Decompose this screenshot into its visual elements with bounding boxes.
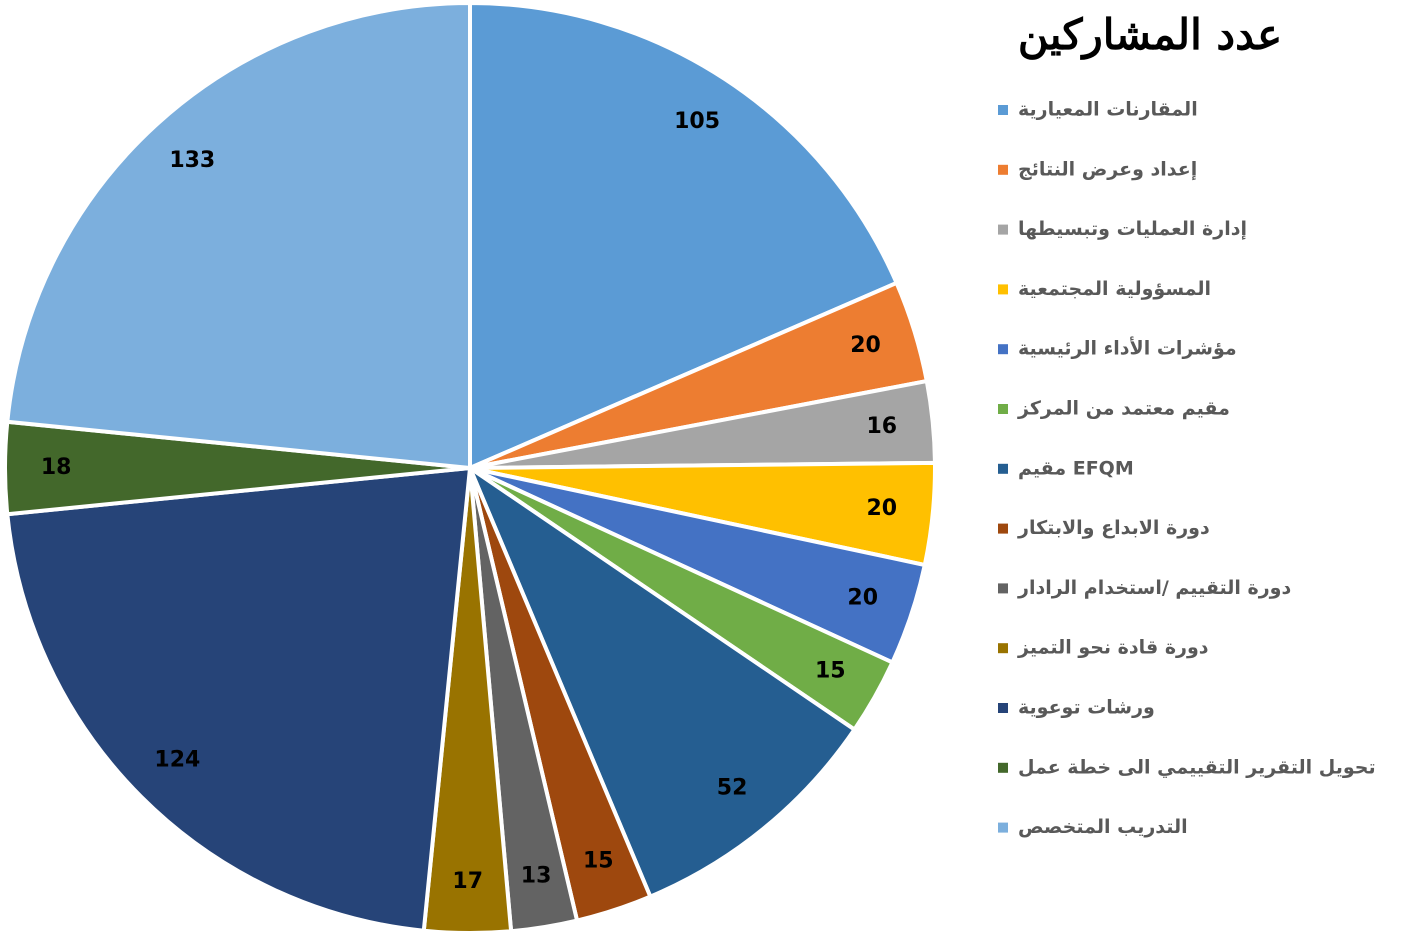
data-label: 18 (41, 455, 72, 480)
legend-label: إعداد وعرض النتائج (1018, 158, 1197, 180)
legend-swatch (998, 463, 1008, 474)
pie-slice (5, 0, 472, 471)
chart-title: عدد المشاركين (1018, 10, 1282, 60)
data-label: 13 (521, 864, 552, 889)
pie-slice (468, 0, 900, 472)
legend-swatch (998, 404, 1008, 414)
legend-label: مقيم معتمد من المركز (1017, 398, 1230, 420)
legend-swatch (998, 224, 1008, 235)
legend-label: المسؤولية المجتمعية (1018, 278, 1211, 300)
legend-label: مقيم EFQM (1018, 457, 1134, 479)
legend-label: دورة الابداع والابتكار (1017, 517, 1210, 539)
data-label: 20 (850, 333, 881, 358)
legend-label: إدارة العمليات وتبسيطها (1018, 218, 1247, 240)
legend-swatch (998, 284, 1008, 295)
legend-swatch (998, 344, 1008, 355)
data-label: 15 (815, 659, 846, 684)
pie-slice (465, 462, 858, 900)
legend-swatch (998, 643, 1008, 654)
legend-label: دورة التقييم /استخدام الرادار (1017, 577, 1291, 599)
data-label: 20 (847, 585, 878, 610)
legend-label: مؤشرات الأداء الرئيسية (1018, 337, 1237, 360)
data-label: 133 (169, 148, 215, 173)
legend-label: المقارنات المعيارية (1018, 99, 1198, 121)
data-label: 15 (583, 848, 614, 873)
pie-slice (5, 465, 473, 933)
data-label: 16 (866, 414, 897, 439)
legend-label: دورة قادة نحو التميز (1017, 637, 1209, 659)
legend-swatch (998, 164, 1008, 175)
data-label: 52 (717, 775, 748, 800)
legend-label: تحويل التقرير التقييمي الى خطة عمل (1018, 756, 1376, 778)
data-label: 17 (452, 869, 483, 894)
legend-swatch (998, 762, 1008, 773)
legend-label: التدريب المتخصص (1018, 816, 1188, 838)
data-label: 20 (866, 496, 897, 521)
data-label: 124 (154, 748, 200, 773)
legend-label: ورشات توعوية (1018, 697, 1155, 719)
legend-swatch (998, 105, 1008, 115)
legend-swatch (998, 523, 1008, 534)
data-label: 105 (674, 109, 720, 134)
legend-swatch (998, 703, 1008, 713)
legend-swatch (998, 822, 1008, 833)
legend-swatch (998, 583, 1008, 594)
